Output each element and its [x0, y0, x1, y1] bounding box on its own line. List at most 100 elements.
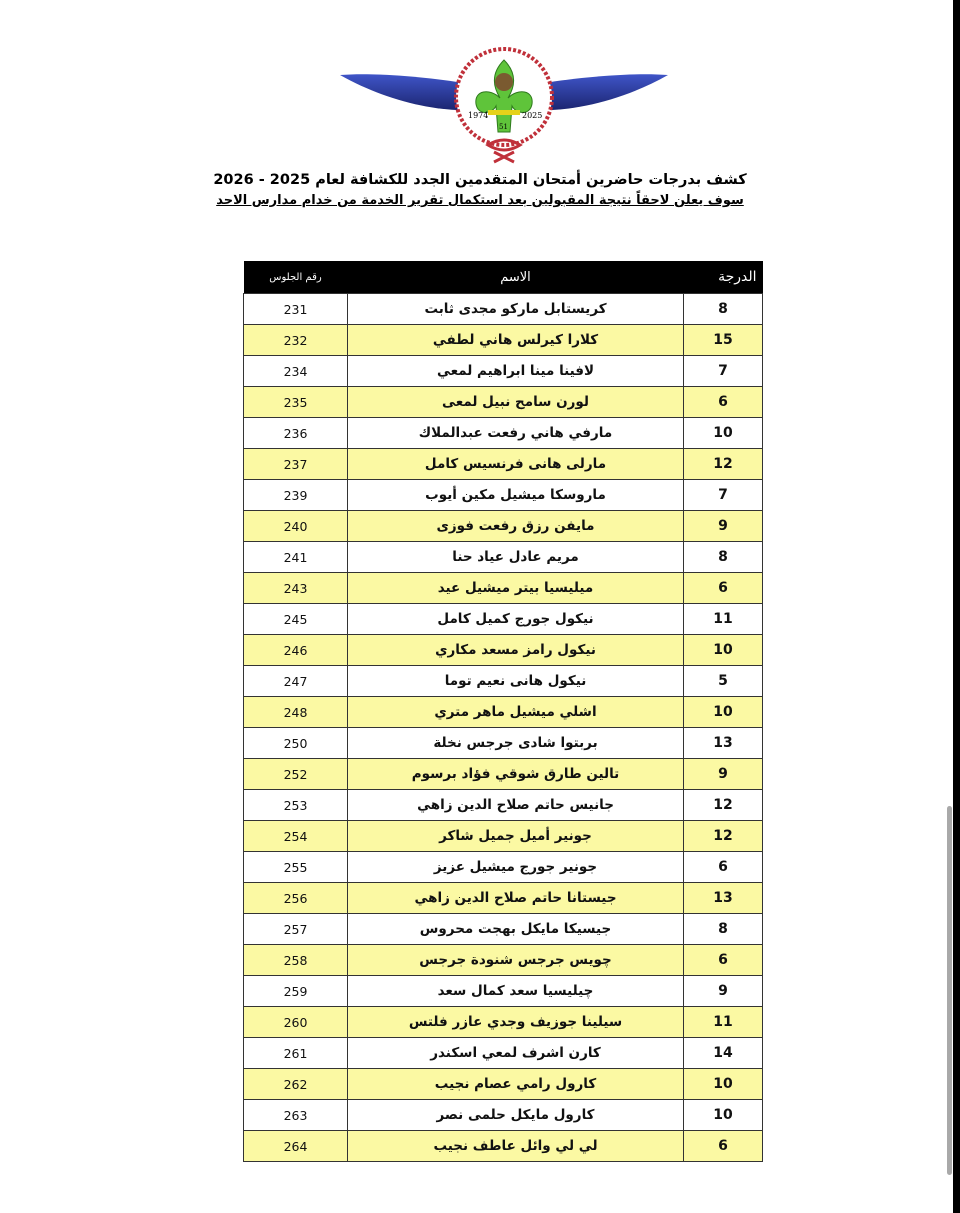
table-row: 6 جونير جورج ميشيل عزيز 255: [243, 851, 763, 883]
column-header-name: الاسم: [347, 261, 684, 294]
cell-grade: 8: [683, 541, 763, 573]
logo-year-start: 1974: [468, 111, 488, 120]
cell-grade: 9: [683, 975, 763, 1007]
cell-seat: 234: [243, 355, 348, 387]
cell-seat: 257: [243, 913, 348, 945]
cell-name: نيكول هانى نعيم توما: [347, 665, 684, 697]
table-row: 6 لي لي وائل عاطف نجيب 264: [243, 1130, 763, 1162]
table-row: 11 سيلينا جوزيف وجدي عازر فلتس 260: [243, 1006, 763, 1038]
cell-name: لورن سامح نبيل لمعى: [347, 386, 684, 418]
scout-logo: 1974 2025 51: [338, 40, 670, 165]
cell-seat: 264: [243, 1130, 348, 1162]
table-row: 13 بربتوا شادى جرجس نخلة 250: [243, 727, 763, 759]
cell-name: مريم عادل عياد حنا: [347, 541, 684, 573]
page-title: كشف بدرجات حاضرين أمتحان المتقدمين الجدد…: [213, 172, 747, 188]
cell-seat: 250: [243, 727, 348, 759]
cell-grade: 10: [683, 1099, 763, 1131]
cell-grade: 15: [683, 324, 763, 356]
cell-seat: 232: [243, 324, 348, 356]
cell-seat: 243: [243, 572, 348, 604]
cell-name: جونير جورج ميشيل عزيز: [347, 851, 684, 883]
cell-grade: 8: [683, 913, 763, 945]
table-row: 7 لافينا مينا ابراهيم لمعي 234: [243, 355, 763, 387]
cell-grade: 6: [683, 1130, 763, 1162]
table-row: 10 اشلي ميشيل ماهر متري 248: [243, 696, 763, 728]
cell-grade: 11: [683, 603, 763, 635]
cell-seat: 248: [243, 696, 348, 728]
cell-grade: 6: [683, 386, 763, 418]
cell-seat: 245: [243, 603, 348, 635]
cell-grade: 12: [683, 789, 763, 821]
cell-name: لافينا مينا ابراهيم لمعي: [347, 355, 684, 387]
page-subtitle: سوف يعلن لاحقاً نتيجة المقبولين بعد استك…: [216, 193, 744, 208]
cell-grade: 10: [683, 634, 763, 666]
cell-grade: 12: [683, 820, 763, 852]
cell-seat: 237: [243, 448, 348, 480]
table-row: 10 نيكول رامز مسعد مكاري 246: [243, 634, 763, 666]
cell-name: تالين طارق شوقي فؤاد برسوم: [347, 758, 684, 790]
table-row: 6 ميليسيا بيتر ميشيل عيد 243: [243, 572, 763, 604]
cell-name: جيستانا حاتم صلاح الدين زاهي: [347, 882, 684, 914]
cell-name: مايفن رزق رفعت فوزى: [347, 510, 684, 542]
cell-grade: 10: [683, 696, 763, 728]
cell-seat: 239: [243, 479, 348, 511]
cell-seat: 246: [243, 634, 348, 666]
cell-grade: 6: [683, 572, 763, 604]
column-header-grade: الدرجة: [683, 261, 763, 294]
table-row: 12 مارلى هانى فرنسيس كامل 237: [243, 448, 763, 480]
table-row: 10 كارول مايكل حلمى نصر 263: [243, 1099, 763, 1131]
cell-seat: 261: [243, 1037, 348, 1069]
cell-grade: 7: [683, 479, 763, 511]
cell-name: مارلى هانى فرنسيس كامل: [347, 448, 684, 480]
cell-grade: 12: [683, 448, 763, 480]
cell-seat: 241: [243, 541, 348, 573]
table-row: 11 نيكول جورج كميل كامل 245: [243, 603, 763, 635]
cell-seat: 247: [243, 665, 348, 697]
cell-name: مارفي هاني رفعت عبدالملاك: [347, 417, 684, 449]
scrollbar[interactable]: [947, 806, 952, 1175]
cell-name: نيكول رامز مسعد مكاري: [347, 634, 684, 666]
cell-seat: 255: [243, 851, 348, 883]
cell-seat: 263: [243, 1099, 348, 1131]
cell-name: نيكول جورج كميل كامل: [347, 603, 684, 635]
table-row: 6 چويس جرجس شنودة جرجس 258: [243, 944, 763, 976]
table-row: 8 مريم عادل عياد حنا 241: [243, 541, 763, 573]
table-row: 6 لورن سامح نبيل لمعى 235: [243, 386, 763, 418]
cell-name: كارن اشرف لمعي اسكندر: [347, 1037, 684, 1069]
cell-seat: 231: [243, 293, 348, 325]
cell-grade: 6: [683, 851, 763, 883]
cell-seat: 258: [243, 944, 348, 976]
screen-edge: [953, 0, 960, 1213]
cell-grade: 10: [683, 1068, 763, 1100]
cell-name: سيلينا جوزيف وجدي عازر فلتس: [347, 1006, 684, 1038]
grades-table: الدرجة الاسم رقم الجلوس 8 كريستابل ماركو …: [243, 261, 763, 1162]
cell-name: چويس جرجس شنودة جرجس: [347, 944, 684, 976]
cell-grade: 5: [683, 665, 763, 697]
cell-name: جيسيكا مايكل بهجت محروس: [347, 913, 684, 945]
cell-seat: 252: [243, 758, 348, 790]
table-row: 13 جيستانا حاتم صلاح الدين زاهي 256: [243, 882, 763, 914]
table-row: 9 تالين طارق شوقي فؤاد برسوم 252: [243, 758, 763, 790]
cell-grade: 9: [683, 510, 763, 542]
table-row: 9 مايفن رزق رفعت فوزى 240: [243, 510, 763, 542]
table-row: 12 جانيس حاتم صلاح الدين زاهي 253: [243, 789, 763, 821]
cell-seat: 262: [243, 1068, 348, 1100]
cell-grade: 14: [683, 1037, 763, 1069]
table-row: 10 كارول رامي عصام نجيب 262: [243, 1068, 763, 1100]
column-header-seat: رقم الجلوس: [243, 261, 348, 294]
table-row: 8 كريستابل ماركو مجدى ثابت 231: [243, 293, 763, 325]
cell-name: چيليسيا سعد كمال سعد: [347, 975, 684, 1007]
table-row: 15 كلارا كيرلس هاني لطفي 232: [243, 324, 763, 356]
cell-grade: 13: [683, 727, 763, 759]
cell-grade: 10: [683, 417, 763, 449]
table-row: 9 چيليسيا سعد كمال سعد 259: [243, 975, 763, 1007]
cell-seat: 260: [243, 1006, 348, 1038]
right-wing: [532, 74, 668, 111]
table-header-row: الدرجة الاسم رقم الجلوس: [243, 261, 763, 294]
table-row: 5 نيكول هانى نعيم توما 247: [243, 665, 763, 697]
cell-name: كريستابل ماركو مجدى ثابت: [347, 293, 684, 325]
cell-name: كلارا كيرلس هاني لطفي: [347, 324, 684, 356]
cell-name: ماروسكا ميشيل مكين أيوب: [347, 479, 684, 511]
cell-name: اشلي ميشيل ماهر متري: [347, 696, 684, 728]
cell-seat: 254: [243, 820, 348, 852]
